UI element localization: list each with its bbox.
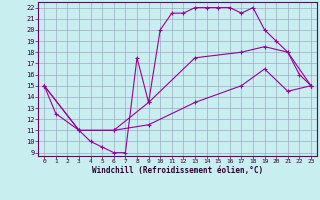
X-axis label: Windchill (Refroidissement éolien,°C): Windchill (Refroidissement éolien,°C) xyxy=(92,166,263,175)
